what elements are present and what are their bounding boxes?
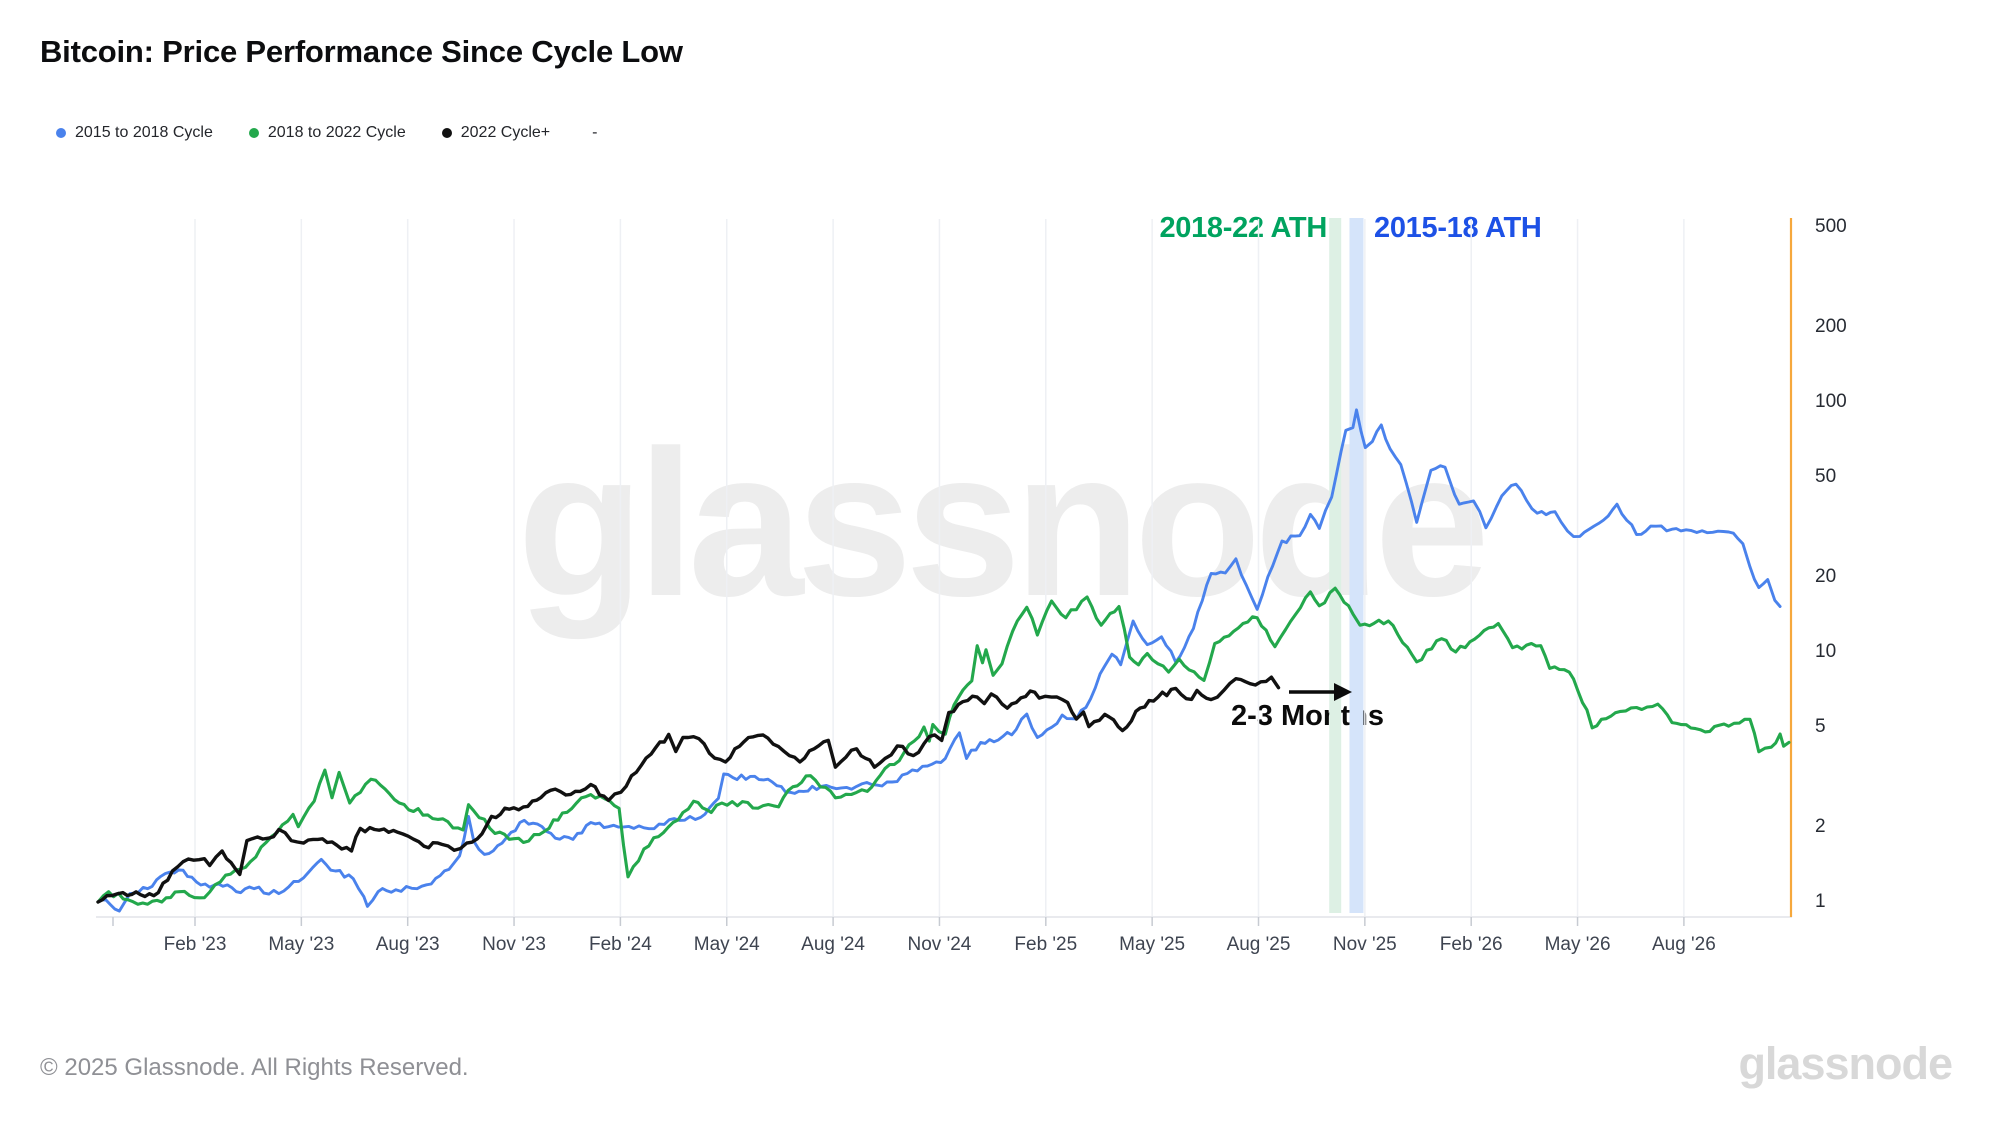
series-lines	[96, 408, 1791, 913]
y-axis-tick-label: 1	[1815, 891, 1826, 912]
ath-annotation-2018-22: 2018-22 ATH	[1159, 212, 1327, 244]
x-axis-tick-label: May '24	[693, 934, 760, 955]
x-axis-tick-label: Aug '26	[1651, 934, 1716, 955]
legend-item-1[interactable]: 2018 to 2022 Cycle	[248, 124, 406, 142]
ath-annotation-2015-18: 2015-18 ATH	[1374, 212, 1542, 244]
x-axis-tick-label: Nov '23	[482, 934, 546, 955]
legend-item-2[interactable]: 2022 Cycle+	[441, 124, 551, 142]
page-title: Bitcoin: Price Performance Since Cycle L…	[40, 34, 683, 69]
legend-item-empty[interactable]: -	[592, 124, 598, 141]
series-line-0[interactable]	[100, 408, 1782, 913]
gridlines	[194, 219, 1685, 916]
y-axis-tick-label: 200	[1815, 315, 1847, 337]
y-axis-tick-label: 5	[1815, 716, 1826, 738]
x-axis-tick-label: Nov '25	[1332, 934, 1397, 955]
y-axis-tick-label: 50	[1815, 466, 1837, 488]
y-axis-tick-label: 10	[1815, 641, 1837, 662]
legend-dot-icon	[248, 128, 259, 138]
y-axis-tick-label: 2	[1815, 815, 1826, 837]
legend: 2015 to 2018 Cycle 2018 to 2022 Cycle 2022…	[56, 124, 597, 142]
x-axis-tick-label: Feb '26	[1439, 934, 1503, 955]
glassnode-watermark: glassnode	[517, 408, 1490, 640]
x-axis-tick-label: May '23	[268, 934, 335, 955]
x-axis-tick-label: Aug '25	[1226, 934, 1291, 955]
x-axis-tick-label: Feb '24	[589, 934, 652, 955]
legend-item-label: 2018 to 2022 Cycle	[267, 124, 406, 141]
legend-item-label: 2015 to 2018 Cycle	[75, 124, 213, 141]
copyright-text: © 2025 Glassnode. All Rights Reserved.	[40, 1054, 469, 1081]
glassnode-logo: glassnode	[1738, 1038, 1953, 1089]
x-axis-tick-label: Nov '24	[907, 934, 972, 955]
legend-dot-icon	[56, 128, 66, 138]
legend-item-label: 2022 Cycle+	[460, 124, 551, 141]
x-axis-tick-label: Aug '24	[801, 934, 866, 955]
x-axis-tick-label: Aug '23	[375, 934, 440, 955]
axes	[96, 218, 1793, 926]
series-line-1[interactable]	[96, 586, 1791, 906]
legend-dot-icon	[441, 128, 452, 138]
x-axis-tick-label: May '25	[1119, 934, 1186, 955]
x-axis-tick-label: Feb '23	[163, 934, 227, 955]
y-axis-tick-label: 20	[1815, 565, 1837, 587]
arrow-right-icon	[1289, 683, 1352, 701]
series-line-2[interactable]	[96, 675, 1281, 904]
x-axis-tick-label: May '26	[1544, 934, 1611, 955]
x-axis-tick-label: Feb '25	[1014, 934, 1078, 955]
ath-highlight-bands	[1329, 218, 1364, 913]
legend-item-0[interactable]: 2015 to 2018 Cycle	[56, 124, 213, 142]
y-axis-tick-label: 100	[1815, 391, 1847, 412]
y-axis-tick-label: 500	[1815, 216, 1847, 238]
